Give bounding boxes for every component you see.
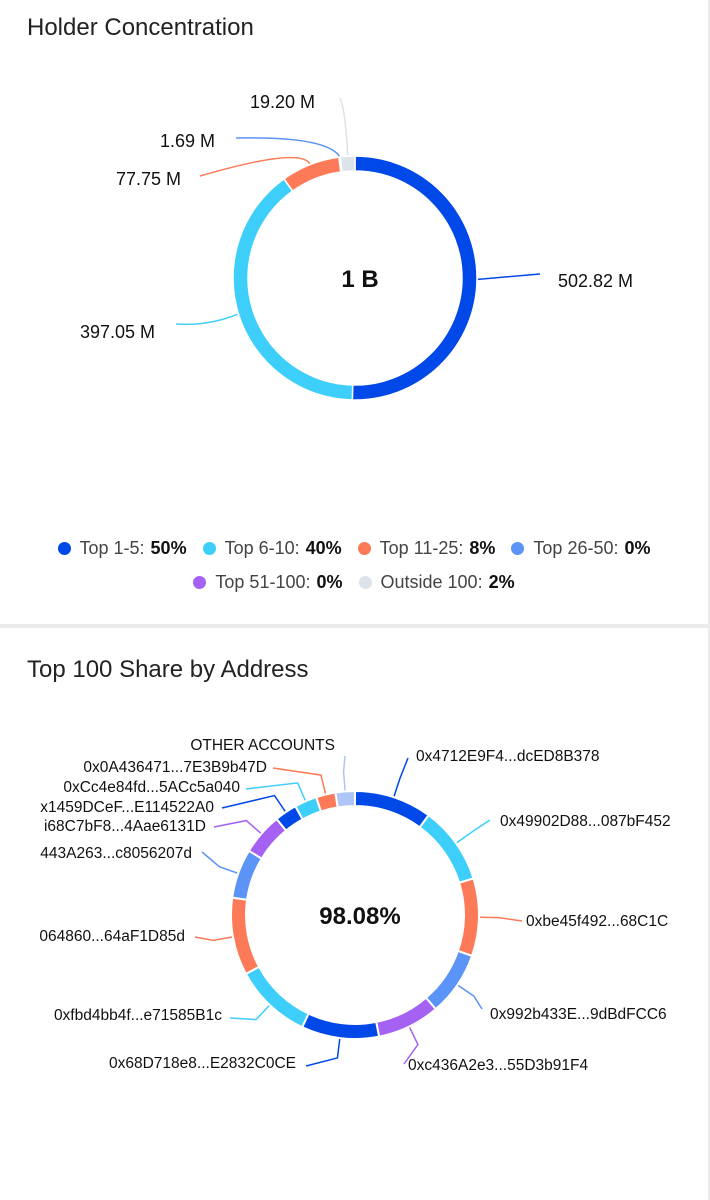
holder-concentration-title: Holder Concentration <box>27 14 254 41</box>
slice-top-11-25[interactable] <box>282 156 342 193</box>
slice-outside-100[interactable] <box>339 155 356 173</box>
legend-label: Top 51-100: <box>215 572 311 592</box>
leader-line <box>199 156 311 177</box>
leader-line <box>194 936 233 942</box>
leader-line <box>201 851 238 874</box>
address-slice[interactable] <box>418 813 475 885</box>
address-label: 0xfbd4bb4f...e71585B1c <box>54 1007 222 1024</box>
legend-row: Top 51-100: 0% Outside 100: 2% <box>0 572 708 593</box>
address-slice[interactable] <box>244 965 310 1029</box>
address-label: 064860...64aF1D85d <box>39 928 185 945</box>
address-slice[interactable] <box>231 849 264 901</box>
address-slice[interactable] <box>424 949 474 1011</box>
leader-line <box>339 97 349 156</box>
legend-dot-icon <box>202 542 216 555</box>
holder-concentration-panel: Holder Concentration 502.82 M 397.05 M 77.… <box>0 0 708 624</box>
address-slice[interactable] <box>456 877 480 958</box>
address-label: 0x68D718e8...E2832C0CE <box>109 1055 296 1072</box>
address-label: 0x49902D88...087bF452 <box>500 813 671 830</box>
legend-label: Top 1-5: <box>79 538 145 558</box>
address-label: 0xbe45f492...68C1C <box>526 913 668 930</box>
legend-dot-icon <box>511 542 525 555</box>
address-label: 0x0A436471...7E3B9b47D <box>83 759 267 776</box>
leader-line <box>245 782 306 801</box>
donut-center-label: 1 B <box>341 266 378 293</box>
legend-percent: 2% <box>488 572 515 592</box>
slice-value-label: 19.20 M <box>250 92 315 112</box>
legend-item[interactable]: Top 26-50: 0% <box>511 538 651 559</box>
address-slice[interactable] <box>300 1012 381 1040</box>
holder-concentration-donut: 502.82 M 397.05 M 77.75 M 1.69 M 19.20 M 1 B <box>80 92 633 401</box>
address-label: 0x992b433E...9dBdFCC6 <box>490 1006 667 1023</box>
leader-line <box>479 916 523 922</box>
leader-line <box>175 313 238 326</box>
leader-line <box>457 984 483 1010</box>
top100-share-title: Top 100 Share by Address <box>27 656 309 683</box>
leader-line <box>272 767 327 794</box>
holder-concentration-legend: Top 1-5: 50% Top 6-10: 40% Top 11-25: 8% Top 2… <box>0 538 708 606</box>
address-label: 443A263...c8056207d <box>40 845 192 862</box>
leader-line <box>456 819 491 844</box>
legend-item[interactable]: Top 6-10: 40% <box>202 538 342 559</box>
legend-percent: 0% <box>316 572 343 592</box>
address-slice[interactable] <box>314 791 339 813</box>
leader-line <box>403 1027 419 1065</box>
legend-percent: 8% <box>469 538 496 558</box>
slice-value-label: 1.69 M <box>160 131 215 151</box>
address-slice[interactable] <box>230 896 261 976</box>
top100-share-donut: 0x4712E9F4...dcED8B378 0x49902D88...087bF… <box>39 737 671 1074</box>
leader-line <box>229 1005 270 1021</box>
legend-dot-icon <box>193 576 207 589</box>
address-label: 0x4712E9F4...dcED8B378 <box>416 748 600 765</box>
address-label: i68C7bF8...4Aae6131D <box>44 818 206 835</box>
legend-item[interactable]: Top 11-25: 8% <box>357 538 496 559</box>
top100-share-panel: Top 100 Share by Address 0x4712E9F4...dc… <box>0 628 708 1200</box>
legend-row: Top 1-5: 50% Top 6-10: 40% Top 11-25: 8% Top 2… <box>0 538 708 559</box>
address-label: OTHER ACCOUNTS <box>190 737 335 754</box>
leader-line <box>342 755 346 791</box>
leader-line <box>235 137 340 157</box>
slice-top-6-10[interactable] <box>232 177 354 401</box>
legend-item[interactable]: Outside 100: 2% <box>358 572 515 593</box>
legend-percent: 0% <box>624 538 651 558</box>
address-slice[interactable] <box>334 789 356 809</box>
address-label: x1459DCeF...E114522A0 <box>40 799 214 816</box>
leader-line <box>477 273 541 281</box>
legend-dot-icon <box>358 576 372 589</box>
legend-percent: 40% <box>305 538 342 558</box>
leader-line <box>305 1038 341 1067</box>
leader-line <box>221 794 286 812</box>
slice-value-label: 77.75 M <box>116 169 181 189</box>
legend-dot-icon <box>57 542 71 555</box>
address-slice[interactable] <box>354 789 431 829</box>
slice-value-label: 397.05 M <box>80 322 155 342</box>
legend-item[interactable]: Top 1-5: 50% <box>57 538 187 559</box>
legend-percent: 50% <box>150 538 187 558</box>
legend-label: Top 26-50: <box>533 538 619 558</box>
legend-label: Top 6-10: <box>224 538 300 558</box>
legend-label: Top 11-25: <box>379 538 464 558</box>
donut-center-label: 98.08% <box>319 903 400 930</box>
legend-item[interactable]: Top 51-100: 0% <box>193 572 343 593</box>
legend-dot-icon <box>357 542 371 555</box>
address-label: 0xCc4e84fd...5ACc5a040 <box>63 779 240 796</box>
address-label: 0xc436A2e3...55D3b91F4 <box>408 1057 588 1074</box>
slice-value-label: 502.82 M <box>558 271 633 291</box>
address-slice[interactable] <box>375 996 438 1038</box>
leader-line <box>213 819 262 834</box>
legend-label: Outside 100: <box>380 572 483 592</box>
leader-line <box>393 757 409 797</box>
